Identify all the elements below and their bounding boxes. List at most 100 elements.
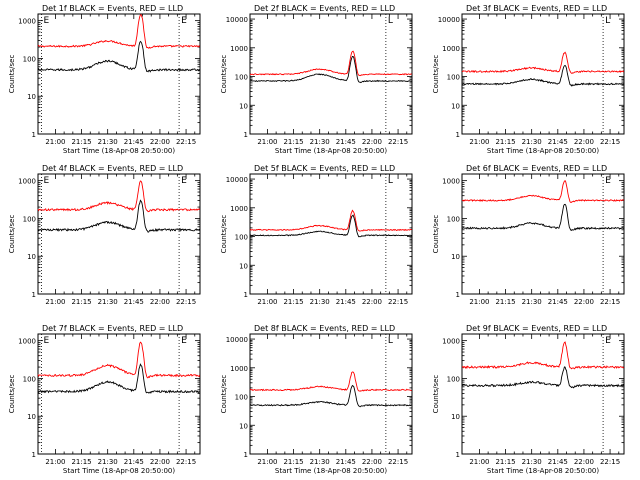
x-tick-label: 22:00 [362, 298, 382, 306]
y-tick-label: 100 [447, 215, 460, 223]
chart-panel-1: Det 1f BLACK = Events, RED = LLD 1 10 100 10… [8, 4, 201, 155]
chart-panel-8: Det 8f BLACK = Events, RED = LLD 1 10 100 10… [220, 324, 413, 475]
x-tick-label: 21:30 [98, 138, 118, 146]
y-tick-label: 10000 [226, 176, 248, 184]
series-line-red [37, 180, 201, 213]
y-axis-label: Counts/sec [8, 215, 16, 254]
x-axis-label: Start Time (18-Apr-08 20:50:00) [275, 467, 387, 475]
y-tick-label: 100 [23, 215, 36, 223]
x-tick-label: 21:45 [548, 458, 568, 466]
y-tick-label: 10 [27, 253, 36, 261]
chart-title: Det 8f BLACK = Events, RED = LLD [254, 324, 395, 333]
x-tick-label: 22:15 [176, 458, 196, 466]
x-tick-label: 22:00 [362, 458, 382, 466]
chart-panel-3: Det 3f BLACK = Events, RED = LLD 1 10 100 10… [432, 4, 625, 155]
x-tick-label: 21:15 [71, 298, 91, 306]
x-tick-label: 21:15 [71, 138, 91, 146]
y-tick-label: 100 [447, 74, 460, 82]
y-tick-label: 10 [27, 93, 36, 101]
x-tick-label: 22:00 [574, 138, 594, 146]
chart-panel-4: Det 4f BLACK = Events, RED = LLD 1 10 100 10… [8, 164, 201, 306]
y-tick-label: 1 [244, 131, 248, 139]
attenuator-marker-label: E [605, 176, 611, 186]
x-axis-label: Start Time (18-Apr-08 20:50:00) [487, 467, 599, 475]
y-tick-label: 1000 [442, 338, 460, 346]
series-line-red [37, 14, 201, 49]
plot-frame [249, 173, 413, 295]
y-tick-label: 1 [32, 291, 36, 299]
chart-title: Det 5f BLACK = Events, RED = LLD [254, 164, 395, 173]
x-tick-label: 21:00 [45, 458, 65, 466]
x-tick-label: 21:15 [495, 298, 515, 306]
attenuator-marker-label: E [181, 336, 187, 346]
x-tick-label: 21:00 [469, 458, 489, 466]
y-tick-label: 10 [27, 413, 36, 421]
x-tick-label: 21:30 [522, 138, 542, 146]
x-tick-label: 22:15 [388, 138, 408, 146]
x-tick-label: 21:15 [71, 458, 91, 466]
x-tick-label: 22:15 [600, 458, 620, 466]
y-tick-label: 1000 [18, 178, 36, 186]
x-tick-label: 21:30 [98, 458, 118, 466]
x-axis-label: Start Time (18-Apr-08 20:50:00) [487, 147, 599, 155]
attenuator-marker-label: E [181, 16, 187, 26]
x-tick-label: 22:00 [362, 138, 382, 146]
y-tick-label: 100 [23, 375, 36, 383]
x-tick-label: 21:00 [469, 298, 489, 306]
x-tick-label: 22:15 [388, 298, 408, 306]
series-line-red [249, 50, 412, 77]
series-line-black [249, 55, 412, 84]
y-tick-label: 1000 [18, 338, 36, 346]
x-tick-label: 21:00 [469, 138, 489, 146]
chart-title: Det 3f BLACK = Events, RED = LLD [466, 4, 607, 13]
y-tick-label: 100 [447, 375, 460, 383]
y-tick-label: 1000 [442, 178, 460, 186]
plot-frame [461, 13, 625, 135]
x-tick-label: 21:15 [283, 458, 303, 466]
y-tick-label: 10 [239, 262, 248, 270]
attenuator-marker-label: E [43, 176, 49, 186]
x-tick-label: 22:15 [600, 138, 620, 146]
attenuator-marker-label: E [605, 336, 611, 346]
x-tick-label: 22:00 [574, 298, 594, 306]
x-axis-label: Start Time (18-Apr-08 20:50:00) [63, 467, 175, 475]
attenuator-marker-label: E [43, 16, 49, 26]
x-tick-label: 21:30 [310, 298, 330, 306]
x-tick-label: 22:15 [176, 298, 196, 306]
y-axis-label: Counts/sec [220, 375, 228, 414]
chart-panel-2: Det 2f BLACK = Events, RED = LLD 1 10 100 10… [220, 4, 413, 155]
chart-title: Det 4f BLACK = Events, RED = LLD [42, 164, 183, 173]
attenuator-marker-label: E [181, 176, 187, 186]
x-tick-label: 21:00 [257, 298, 277, 306]
attenuator-marker-label: E [43, 336, 49, 346]
x-tick-label: 22:00 [150, 138, 170, 146]
series-line-red [249, 371, 412, 392]
plot-frame [37, 13, 201, 135]
chart-panel-6: Det 6f BLACK = Events, RED = LLD 1 10 100 10… [432, 164, 625, 306]
y-axis-label: Counts/sec [432, 375, 440, 414]
y-tick-label: 10000 [226, 16, 248, 24]
y-axis-label: Counts/sec [8, 375, 16, 414]
chart-panel-7: Det 7f BLACK = Events, RED = LLD 1 10 100 10… [8, 324, 201, 475]
series-line-black [37, 199, 201, 233]
series-line-red [462, 51, 625, 74]
x-tick-label: 21:45 [548, 298, 568, 306]
y-tick-label: 100 [235, 394, 248, 402]
x-tick-label: 21:00 [45, 138, 65, 146]
x-tick-label: 22:15 [600, 298, 620, 306]
y-tick-label: 1 [32, 451, 36, 459]
chart-title: Det 6f BLACK = Events, RED = LLD [466, 164, 607, 173]
x-axis-label: Start Time (18-Apr-08 20:50:00) [275, 147, 387, 155]
x-tick-label: 22:00 [574, 458, 594, 466]
x-tick-label: 21:45 [548, 138, 568, 146]
series-line-black [37, 363, 200, 394]
y-axis-label: Counts/sec [220, 215, 228, 254]
y-tick-label: 1 [456, 291, 460, 299]
plot-frame [249, 13, 413, 135]
series-line-black [37, 40, 201, 73]
y-tick-label: 1 [244, 291, 248, 299]
x-tick-label: 22:15 [388, 458, 408, 466]
x-tick-label: 22:00 [150, 298, 170, 306]
y-tick-label: 10000 [438, 16, 460, 24]
attenuator-marker-label: L [388, 176, 393, 186]
